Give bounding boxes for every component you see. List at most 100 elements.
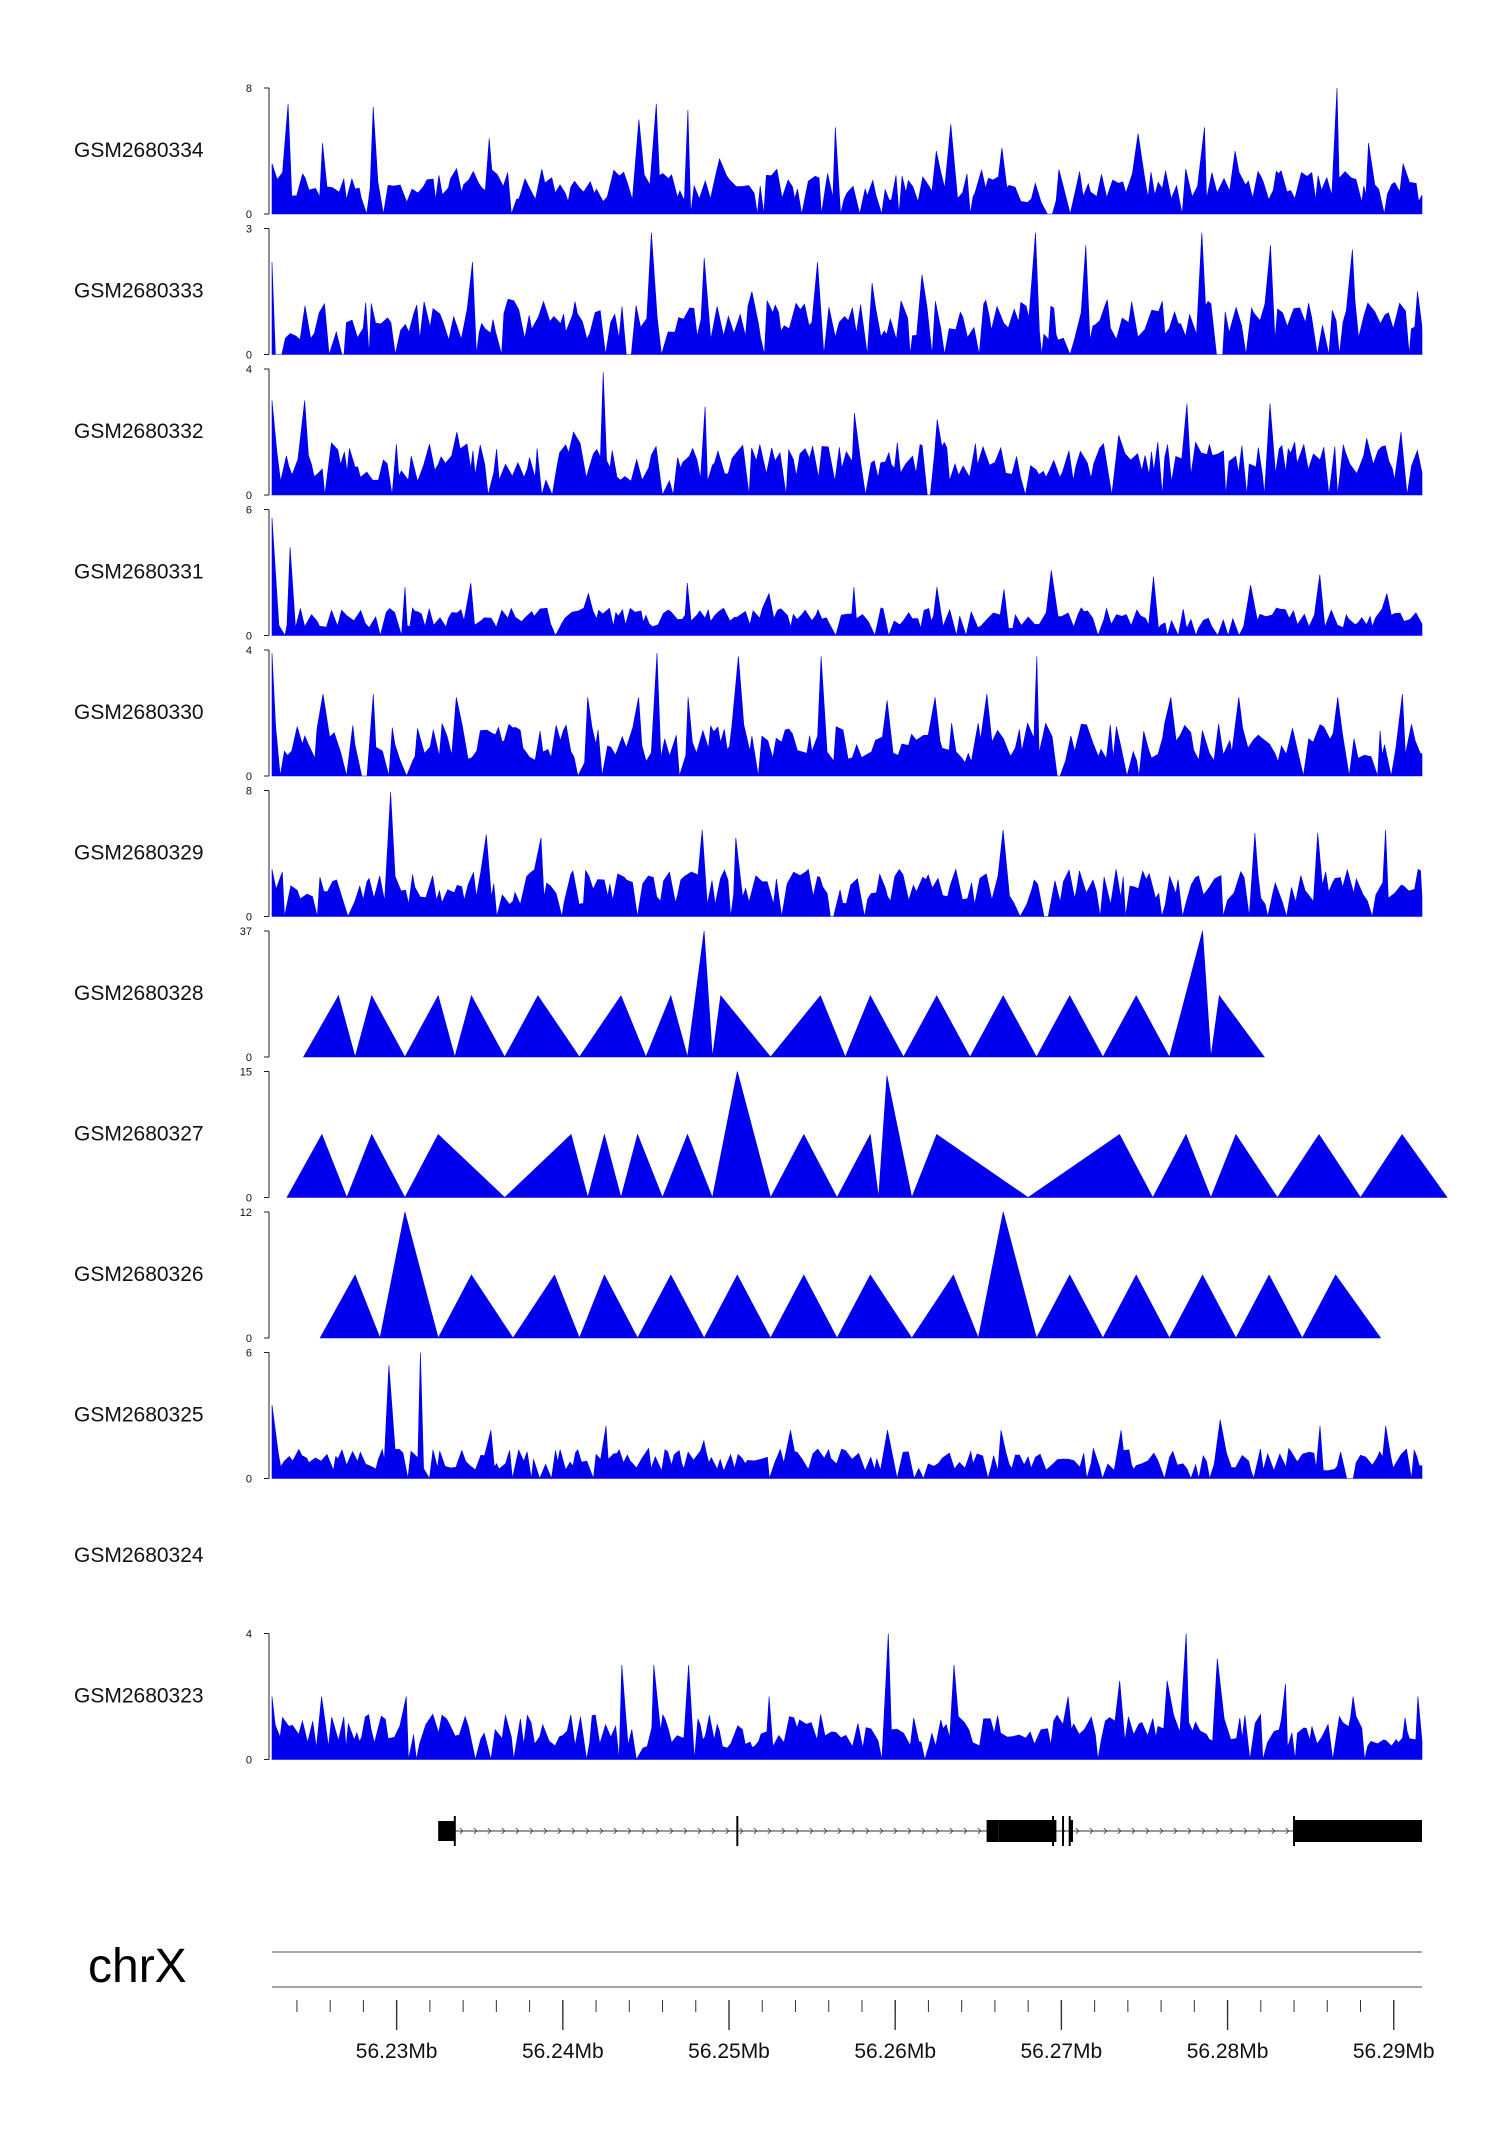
strand-arrow (529, 1827, 534, 1835)
y-tick-label: 0 (246, 209, 252, 221)
strand-arrow (487, 1827, 492, 1835)
coverage-peak (1276, 1133, 1362, 1198)
coverage-peak (346, 1133, 406, 1198)
x-tick-label: 56.29Mb (1353, 2040, 1435, 2063)
track-label: GSM2680330 (74, 701, 204, 724)
coverage-peak (404, 994, 456, 1058)
exon-block (998, 1820, 1057, 1842)
strand-arrow (767, 1827, 772, 1835)
strand-arrow (557, 1827, 562, 1835)
y-tick-label: 0 (246, 1333, 252, 1345)
coverage-peak (1235, 1274, 1303, 1339)
strand-arrow (809, 1827, 814, 1835)
strand-arrow (963, 1827, 968, 1835)
strand-arrow (1131, 1827, 1136, 1835)
coverage-peak (844, 994, 905, 1058)
strand-arrow (865, 1827, 870, 1835)
track-label: GSM2680331 (74, 561, 204, 584)
y-tick-label: 12 (240, 1207, 252, 1219)
strand-arrow (459, 1827, 464, 1835)
y-tick-label: 3 (246, 224, 252, 236)
strand-arrow (1117, 1827, 1122, 1835)
coverage-peak (319, 1274, 381, 1339)
y-tick-label: 15 (240, 1067, 252, 1079)
coverage-track: GSM2680329 8 0 (74, 786, 1423, 924)
strand-arrow (907, 1827, 912, 1835)
strand-arrow (1257, 1827, 1262, 1835)
strand-arrow (1075, 1827, 1080, 1835)
exon-block (986, 1820, 999, 1842)
strand-arrow (935, 1827, 940, 1835)
coverage-peak (836, 1133, 879, 1198)
strand-arrow (543, 1827, 548, 1835)
strand-arrow (1285, 1827, 1290, 1835)
coverage-peak (687, 930, 713, 1058)
coverage-track: GSM2680328 37 0 (74, 926, 1265, 1064)
coverage-peak (1301, 1274, 1382, 1339)
coverage-peak (770, 1274, 838, 1339)
strand-arrow (515, 1827, 520, 1835)
coverage-track: GSM2680325 6 0 (74, 1348, 1423, 1486)
strand-arrow (879, 1827, 884, 1835)
track-label: GSM2680323 (74, 1685, 204, 1708)
y-tick-label: 6 (246, 505, 252, 517)
coverage-area (271, 232, 1423, 356)
x-tick-label: 56.23Mb (356, 2040, 438, 2063)
coverage-peak (878, 1075, 913, 1198)
coverage-peak (703, 1274, 772, 1339)
coverage-peak (578, 995, 647, 1058)
strand-arrow (627, 1827, 632, 1835)
coverage-track: GSM2680333 3 0 (74, 224, 1423, 362)
strand-arrow (697, 1827, 702, 1835)
strand-arrow (1089, 1827, 1094, 1835)
coverage-peak (902, 995, 971, 1058)
strand-arrow (823, 1827, 828, 1835)
x-tick-label: 56.26Mb (854, 2040, 936, 2063)
y-tick-label: 0 (246, 771, 252, 783)
strand-arrow (795, 1827, 800, 1835)
coverage-peak (404, 1134, 506, 1198)
strand-arrow (1103, 1827, 1108, 1835)
track-label: GSM2680329 (74, 842, 204, 865)
coverage-peak (969, 995, 1038, 1058)
coverage-peak (712, 994, 772, 1058)
coverage-track: GSM2680324 (74, 1544, 204, 1567)
strand-arrow (921, 1827, 926, 1835)
coverage-peak (1027, 1134, 1154, 1198)
coverage-peak (1035, 995, 1104, 1058)
track-label: GSM2680324 (74, 1544, 204, 1567)
strand-arrow (501, 1827, 506, 1835)
strand-arrow (1201, 1827, 1206, 1835)
strand-arrow (641, 1827, 646, 1835)
coverage-peak (712, 1071, 771, 1198)
coverage-peak (1152, 1133, 1212, 1198)
strand-arrow (949, 1827, 954, 1835)
coverage-peak (1359, 1133, 1448, 1198)
track-label: GSM2680333 (74, 280, 204, 303)
strand-arrow (977, 1827, 982, 1835)
coverage-area (271, 1352, 1423, 1480)
strand-arrow (473, 1827, 478, 1835)
track-label: GSM2680334 (74, 139, 204, 162)
y-tick-label: 0 (246, 912, 252, 924)
x-tick-label: 56.28Mb (1187, 2040, 1269, 2063)
exon-block (1069, 1820, 1074, 1842)
coverage-peak (770, 1133, 838, 1198)
y-tick-label: 0 (246, 1193, 252, 1205)
coverage-peak (512, 1274, 580, 1339)
x-tick-label: 56.27Mb (1021, 2040, 1103, 2063)
strand-arrow (725, 1827, 730, 1835)
coverage-peak (1102, 1274, 1170, 1339)
y-tick-label: 0 (246, 631, 252, 643)
strand-arrow (655, 1827, 660, 1835)
strand-arrow (571, 1827, 576, 1835)
strand-arrow (1215, 1827, 1220, 1835)
strand-arrow (1159, 1827, 1164, 1835)
coverage-peak (769, 995, 846, 1058)
y-tick-label: 4 (246, 364, 252, 376)
coverage-peak (503, 1133, 589, 1198)
y-tick-label: 8 (246, 83, 252, 95)
coverage-peak (911, 1134, 1030, 1198)
track-label: GSM2680326 (74, 1263, 204, 1286)
